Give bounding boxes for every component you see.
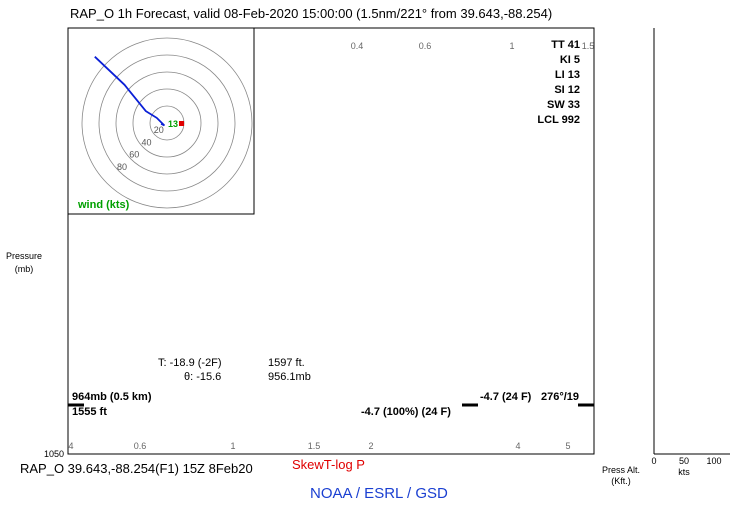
diagram-type-label: SkewT-log P — [292, 457, 365, 472]
mixing-ratio-label: 1.5 — [582, 41, 595, 51]
mixing-ratio-label: 2 — [368, 441, 373, 451]
pressure-axis-label: Pressure (mb) — [4, 250, 44, 276]
hodograph-storm-marker — [179, 121, 184, 126]
pressure-lines: 60070080090010001050 — [44, 449, 64, 459]
wind-axis-unit-label: kts — [678, 467, 690, 477]
surface-temp-annotation: -4.7 (24 F) — [480, 391, 532, 403]
organization-label: NOAA / ESRL / GSD — [310, 485, 448, 502]
pressure-axis-label-line1: Pressure — [5, 251, 42, 261]
stability-index: SW 33 — [547, 99, 580, 111]
mixing-ratio-label: 0.4 — [351, 41, 364, 51]
wind-axis-tick-label: 50 — [679, 456, 689, 466]
mixing-ratio-label: 1 — [230, 441, 235, 451]
hodograph-ring-label: 80 — [117, 162, 127, 172]
mixing-ratio-label: 4 — [68, 441, 73, 451]
surface-dewpoint-annotation: -4.7 (100%) (24 F) — [361, 406, 451, 418]
pressure-axis-label-line2: (mb) — [14, 264, 34, 274]
chart-title: RAP_O 1h Forecast, valid 08-Feb-2020 15:… — [70, 6, 553, 21]
stability-index: KI 5 — [560, 54, 580, 66]
hodograph-ring-label: 60 — [129, 150, 139, 160]
mixing-ratio-label: 0.6 — [134, 441, 147, 451]
surface-level-annotation: 964mb (0.5 km) — [72, 391, 152, 403]
hodograph-ring-label: 20 — [154, 125, 164, 135]
hodograph-title: wind (kts) — [77, 199, 130, 211]
stability-index: LCL 992 — [537, 114, 580, 126]
altitude-axis-label-line1: Press Alt. — [601, 465, 640, 475]
mixing-ratio-label: 0.6 — [419, 41, 432, 51]
stability-index: TT 41 — [551, 39, 580, 51]
tropo-temp-annotation: T: -18.9 (-2F) — [158, 357, 222, 369]
altitude-axis-label-line2: (Kft.) — [611, 476, 631, 486]
wind-axis-tick-label: 0 — [651, 456, 656, 466]
hodograph-ring — [115, 71, 219, 175]
station-footer: RAP_O 39.643,-88.254(F1) 15Z 8Feb20 — [20, 461, 253, 476]
altitude-axis-label: Press Alt. (Kft.) — [598, 465, 644, 487]
hodograph-ring — [81, 37, 253, 209]
mixing-ratio-label: 1 — [509, 41, 514, 51]
mixing-ratio-label: 4 — [515, 441, 520, 451]
hodograph-ring — [98, 54, 236, 192]
tropo-pressure-annotation: 956.1mb — [268, 371, 311, 383]
surface-wind-annotation: 276°/19 — [541, 391, 579, 403]
mixing-ratio-label: 5 — [565, 441, 570, 451]
stability-index: SI 12 — [554, 84, 580, 96]
hodograph-ring — [132, 88, 202, 158]
plot-frame — [67, 27, 595, 455]
pressure-tick-label: 1050 — [44, 449, 64, 459]
wind-panel: 0 50 100 kts — [651, 28, 730, 477]
grid-labels: -20-100-16-64-16-6410.40.611.540.611.524… — [68, 39, 595, 451]
stability-index: LI 13 — [555, 69, 580, 81]
hodograph-ring-label: 40 — [142, 137, 152, 147]
tropo-height-annotation: 1597 ft. — [268, 357, 305, 369]
hodograph-station-label: 13 — [168, 119, 178, 129]
tropo-theta-annotation: θ: -15.6 — [184, 371, 221, 383]
surface-height-annotation: 1555 ft — [72, 406, 107, 418]
wind-axis-tick-label: 100 — [706, 456, 721, 466]
mixing-ratio-label: 1.5 — [308, 441, 321, 451]
hodograph-trace — [94, 56, 166, 127]
